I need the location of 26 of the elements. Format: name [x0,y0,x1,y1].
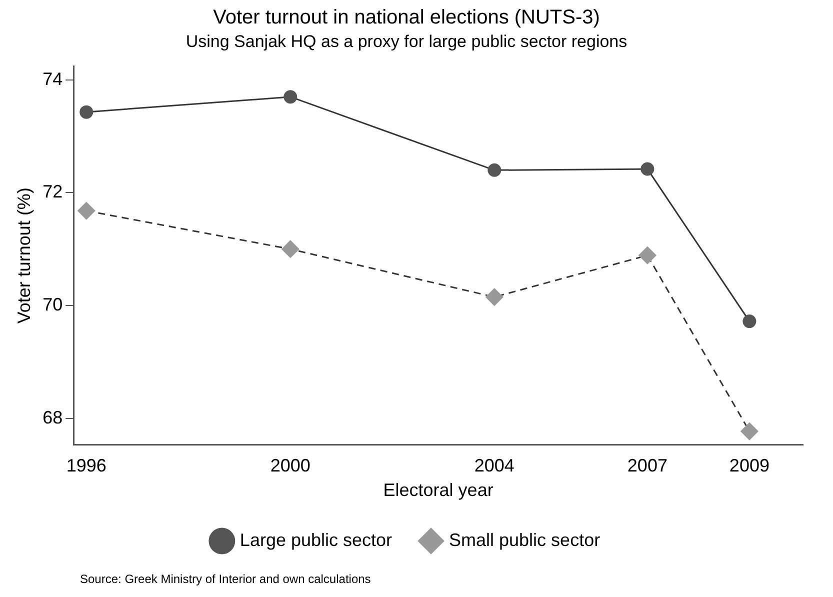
point [488,163,502,177]
point [284,90,298,104]
x-tick-label: 2007 [627,456,668,476]
point [80,105,94,119]
legend-label: Small public sector [449,530,600,550]
y-axis-title: Voter turnout (%) [14,188,34,324]
point [742,314,756,328]
source-note: Source: Greek Ministry of Interior and own calculations [80,572,371,586]
point [282,240,300,258]
legend-label: Large public sector [240,530,392,550]
point [638,246,656,264]
x-tick-label: 2004 [474,456,514,476]
y-tick-label: 72 [42,182,63,202]
x-tick-label: 2000 [270,456,310,476]
point [640,162,654,176]
x-tick-label: 1996 [66,456,106,476]
chart-subtitle: Using Sanjak HQ as a proxy for large public sector regions [186,32,628,51]
point [740,422,758,440]
x-tick-label: 2009 [729,456,770,476]
x-axis-title: Electoral year [383,480,494,500]
point [486,288,504,306]
y-tick-label: 70 [42,294,63,314]
y-tick-label: 68 [42,407,63,428]
y-tick-label: 74 [42,68,63,89]
point [78,202,96,220]
chart-title: Voter turnout in national elections (NUTS-3) [213,6,600,29]
